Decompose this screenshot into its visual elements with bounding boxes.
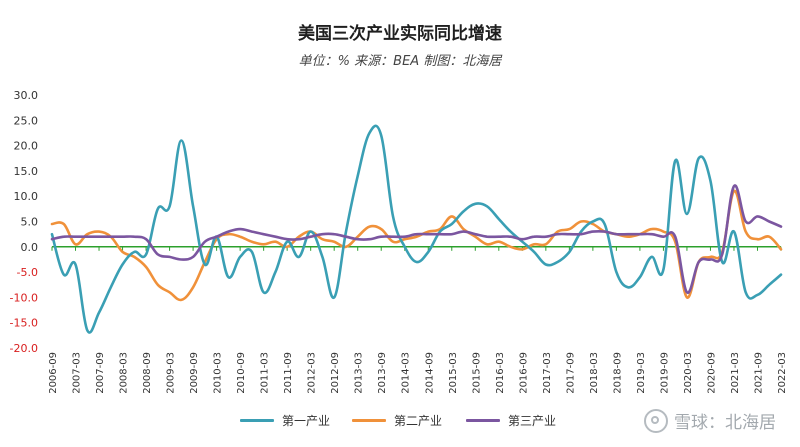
x-tick-label: 2013-03 xyxy=(354,352,365,394)
y-tick-label: -20.0 xyxy=(10,342,38,355)
legend-label-primary: 第一产业 xyxy=(282,414,331,428)
legend-label-tertiary: 第三产业 xyxy=(508,414,557,428)
x-tick-label: 2008-09 xyxy=(142,352,153,394)
x-tick-label: 2008-03 xyxy=(119,352,130,394)
x-tick-label: 2017-09 xyxy=(565,352,576,394)
series-group xyxy=(50,124,783,334)
legend-swatch-tertiary xyxy=(466,419,500,422)
y-tick-label: 15.0 xyxy=(14,165,39,178)
y-tick-label: 5.0 xyxy=(21,216,39,229)
x-tick-label: 2014-03 xyxy=(401,352,412,394)
watermark: 雪球：北海居 xyxy=(644,408,776,433)
x-tick-label: 2018-09 xyxy=(612,352,623,394)
x-tick-label: 2021-09 xyxy=(753,352,764,394)
x-tick-label: 2021-03 xyxy=(730,352,741,394)
watermark-text: 雪球：北海居 xyxy=(674,413,776,433)
legend: 第一产业 第二产业 第三产业 xyxy=(0,412,800,436)
x-tick-label: 2016-09 xyxy=(518,352,529,394)
y-axis: 30.0 25.0 20.0 15.0 10.0 5.0 0.0 -5.0 -10.0 -15.0… xyxy=(10,89,38,355)
x-tick-label: 2019-03 xyxy=(636,352,647,394)
y-tick-label: 10.0 xyxy=(14,190,39,203)
legend-item-primary: 第一产业 xyxy=(240,412,330,429)
legend-swatch-secondary xyxy=(352,419,386,422)
y-tick-label: 0.0 xyxy=(21,241,39,254)
y-tick-label: -15.0 xyxy=(10,317,38,330)
series-line-secondary-industry xyxy=(50,189,783,302)
x-tick-label: 2013-09 xyxy=(377,352,388,394)
legend-item-secondary: 第二产业 xyxy=(352,412,442,429)
chart-subtitle: 单位：% 来源：BEA 制图：北海居 xyxy=(298,54,502,69)
legend-label-secondary: 第二产业 xyxy=(394,414,443,428)
x-tick-label: 2020-03 xyxy=(683,352,694,394)
x-tick-label: 2009-09 xyxy=(189,352,200,394)
y-tick-label: -5.0 xyxy=(17,266,38,279)
series-line-tertiary-industry xyxy=(50,184,783,294)
y-tick-label: 20.0 xyxy=(14,140,39,153)
y-tick-label: -10.0 xyxy=(10,291,38,304)
x-tick-label: 2017-03 xyxy=(542,352,553,394)
x-tick-label: 2009-03 xyxy=(166,352,177,394)
x-tick-label: 2015-09 xyxy=(471,352,482,394)
x-tick-label: 2010-03 xyxy=(213,352,224,394)
x-tick-label: 2016-03 xyxy=(495,352,506,394)
legend-item-tertiary: 第三产业 xyxy=(466,412,556,429)
x-tick-label: 2011-09 xyxy=(283,352,294,394)
x-tick-label: 2022-03 xyxy=(777,352,788,394)
snowball-logo-icon xyxy=(644,408,668,433)
x-tick-label: 2012-03 xyxy=(307,352,318,394)
x-tick-label: 2015-03 xyxy=(448,352,459,394)
x-tick-label: 2011-03 xyxy=(260,352,271,394)
x-tick-label: 2012-09 xyxy=(330,352,341,394)
x-tick-label: 2018-03 xyxy=(589,352,600,394)
x-tick-label: 2010-09 xyxy=(236,352,247,394)
y-tick-label: 25.0 xyxy=(14,114,39,127)
x-tick-label: 2019-09 xyxy=(659,352,670,394)
x-tick-label: 2007-09 xyxy=(95,352,106,394)
chart-title: 美国三次产业实际同比增速 xyxy=(298,24,502,44)
y-tick-label: 30.0 xyxy=(14,89,39,102)
x-tick-label: 2014-09 xyxy=(424,352,435,394)
x-tick-label: 2007-03 xyxy=(72,352,83,394)
legend-swatch-primary xyxy=(240,419,274,422)
series-line-primary-industry xyxy=(50,124,783,334)
x-tick-label: 2006-09 xyxy=(48,352,59,394)
x-axis: 2006-09 2007-03 2007-09 2008-03 2008-09 2009-… xyxy=(48,246,788,394)
x-tick-label: 2020-09 xyxy=(706,352,717,394)
